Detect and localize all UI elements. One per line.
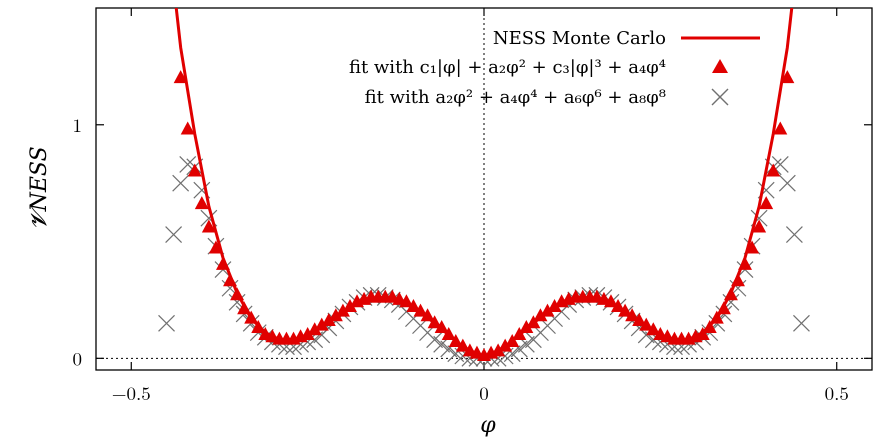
triangle-marker — [526, 315, 541, 329]
triangle-marker — [716, 301, 731, 315]
triangle-marker — [702, 319, 717, 333]
triangle-marker — [441, 326, 456, 340]
triangle-marker — [208, 240, 223, 254]
triangle-marker — [730, 273, 745, 287]
triangle-marker — [307, 322, 322, 336]
triangle-marker — [639, 317, 654, 331]
triangle-marker — [223, 273, 238, 287]
triangle-marker — [780, 70, 795, 84]
cross-marker — [793, 314, 810, 332]
triangle-marker — [618, 303, 633, 317]
legend-entry-3-label: fit with a₂φ² + a₄φ⁴ + a₆φ⁶ + a₈φ⁸ — [365, 87, 666, 108]
triangle-marker — [420, 308, 435, 322]
triangle-marker — [194, 196, 209, 210]
triangle-marker — [611, 298, 626, 312]
cross-marker — [172, 174, 190, 192]
triangle-marker — [759, 196, 774, 210]
triangle-marker — [173, 70, 188, 84]
triangle-marker — [773, 121, 788, 135]
y-axis-label: 𝓥NESS — [27, 146, 52, 229]
triangle-marker — [533, 308, 548, 322]
triangle-marker — [519, 319, 534, 333]
triangle-marker — [251, 319, 266, 333]
triangle-marker — [300, 326, 315, 340]
triangle-marker — [244, 310, 259, 324]
triangle-marker — [766, 163, 781, 177]
triangle-marker — [342, 298, 357, 312]
triangle-marker — [745, 240, 760, 254]
cross-marker — [785, 226, 803, 243]
triangle-marker — [632, 312, 647, 326]
triangle-marker — [230, 287, 245, 301]
triangle-marker — [695, 326, 710, 340]
x-axis-label: φ — [480, 413, 496, 438]
x-tick-label: −0.5 — [112, 379, 151, 406]
cross-marker — [158, 314, 175, 332]
triangle-marker — [180, 121, 195, 135]
triangle-marker — [427, 315, 442, 329]
legend: NESS Monte Carlo fit with c₁|φ| + a₂φ² +… — [349, 28, 760, 108]
triangle-marker — [723, 287, 738, 301]
triangle-marker — [540, 303, 555, 317]
triangle-marker — [498, 338, 513, 352]
triangle-marker — [491, 343, 506, 357]
legend-entry-2-marker — [712, 59, 728, 73]
triangle-marker — [512, 326, 527, 340]
triangle-marker — [738, 256, 753, 270]
triangle-marker — [215, 256, 230, 270]
cross-marker — [165, 226, 183, 243]
triangle-marker — [237, 301, 252, 315]
x-tick-label: 0.5 — [825, 379, 849, 406]
y-tick-label: 1 — [72, 111, 82, 138]
axis-ticks: −0.5 0 0.5 0 1 — [72, 8, 872, 406]
x-tick-label: 0 — [479, 379, 489, 406]
triangle-marker — [399, 294, 414, 308]
triangle-marker — [505, 333, 520, 347]
triangle-marker — [434, 319, 449, 333]
triangle-marker — [187, 163, 202, 177]
series-layer — [158, 8, 810, 367]
cross-marker — [426, 331, 444, 349]
triangle-marker — [625, 308, 640, 322]
triangle-marker — [448, 333, 463, 347]
triangle-marker — [709, 310, 724, 324]
cross-marker — [778, 174, 796, 192]
triangle-marker — [321, 312, 336, 326]
triangle-marker — [603, 294, 618, 308]
legend-entry-2-label: fit with c₁|φ| + a₂φ² + c₃|φ|³ + a₄φ⁴ — [349, 57, 666, 78]
triangle-marker — [314, 317, 329, 331]
triangle-marker — [328, 308, 343, 322]
triangle-marker — [646, 322, 661, 336]
triangle-marker — [752, 219, 767, 233]
triangle-marker — [547, 298, 562, 312]
legend-entry-1-label: NESS Monte Carlo — [493, 28, 666, 49]
triangle-marker — [406, 298, 421, 312]
triangle-marker — [201, 219, 216, 233]
triangle-marker — [455, 338, 470, 352]
y-tick-label: 0 — [72, 344, 82, 371]
triangle-marker — [413, 303, 428, 317]
triangle-marker — [335, 303, 350, 317]
legend-entry-3-marker — [711, 88, 729, 106]
